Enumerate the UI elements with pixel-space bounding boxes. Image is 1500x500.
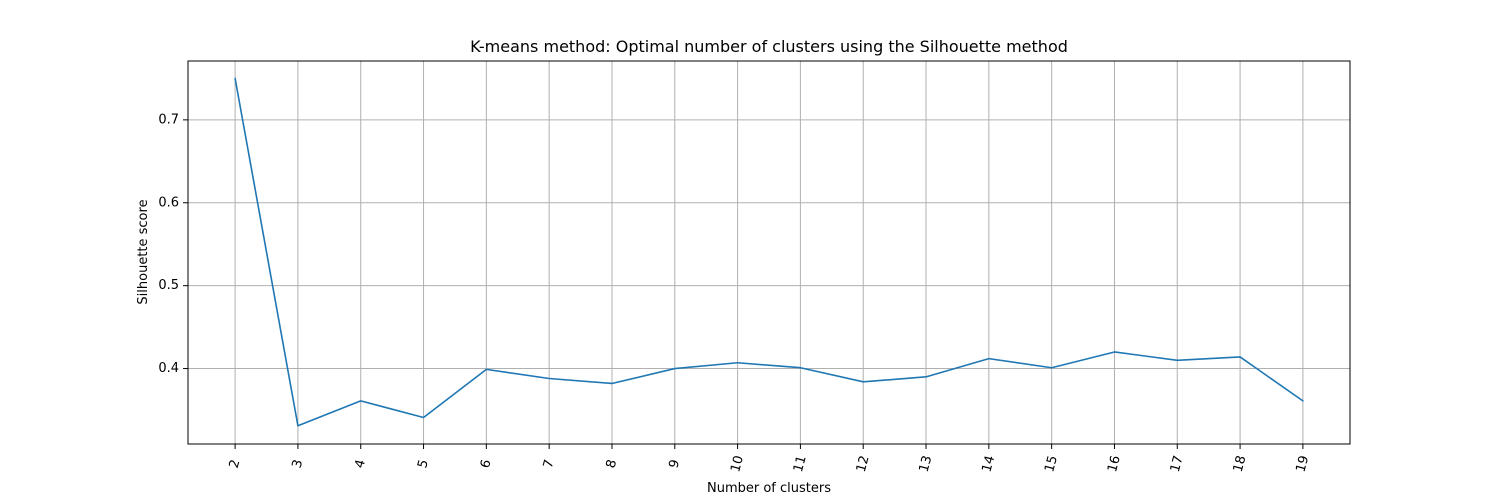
x-tick-label: 2 xyxy=(227,458,244,470)
tick-layer: 2 3 4 5 6 7 8 9 10 11 12 13 14 15 16 17 18 19 0.4 0.5 0.6 0.7 xyxy=(158,112,1312,474)
chart-title: K-means method: Optimal number of cluste… xyxy=(470,37,1068,56)
y-axis-label: Silhouette score xyxy=(136,199,151,304)
x-tick-label: 16 xyxy=(1105,454,1124,474)
y-tick-label: 0.6 xyxy=(158,195,179,210)
x-axis-label: Number of clusters xyxy=(707,481,831,496)
x-tick-label: 7 xyxy=(541,458,558,470)
x-tick-label: 13 xyxy=(917,454,936,474)
x-tick-label: 19 xyxy=(1294,454,1313,474)
x-tick-label: 3 xyxy=(290,458,307,470)
x-tick-label: 18 xyxy=(1231,454,1250,474)
x-tick-label: 12 xyxy=(854,454,873,474)
x-tick-label: 8 xyxy=(604,458,621,470)
x-tick-label: 5 xyxy=(415,458,432,470)
x-tick-label: 15 xyxy=(1042,454,1061,474)
y-tick-label: 0.7 xyxy=(158,112,179,127)
plot-frame xyxy=(187,60,1351,445)
x-tick-label: 6 xyxy=(478,458,495,470)
x-tick-label: 4 xyxy=(352,458,369,470)
x-tick-label: 11 xyxy=(791,454,810,474)
grid-layer xyxy=(188,61,1350,444)
y-tick-label: 0.5 xyxy=(158,278,179,293)
series-line xyxy=(234,77,1304,427)
series-layer xyxy=(234,77,1304,427)
x-tick-label: 17 xyxy=(1168,454,1187,474)
y-tick-label: 0.4 xyxy=(158,361,179,376)
x-tick-label: 9 xyxy=(666,458,683,470)
x-tick-label: 14 xyxy=(979,454,998,474)
x-tick-label: 10 xyxy=(728,454,747,474)
